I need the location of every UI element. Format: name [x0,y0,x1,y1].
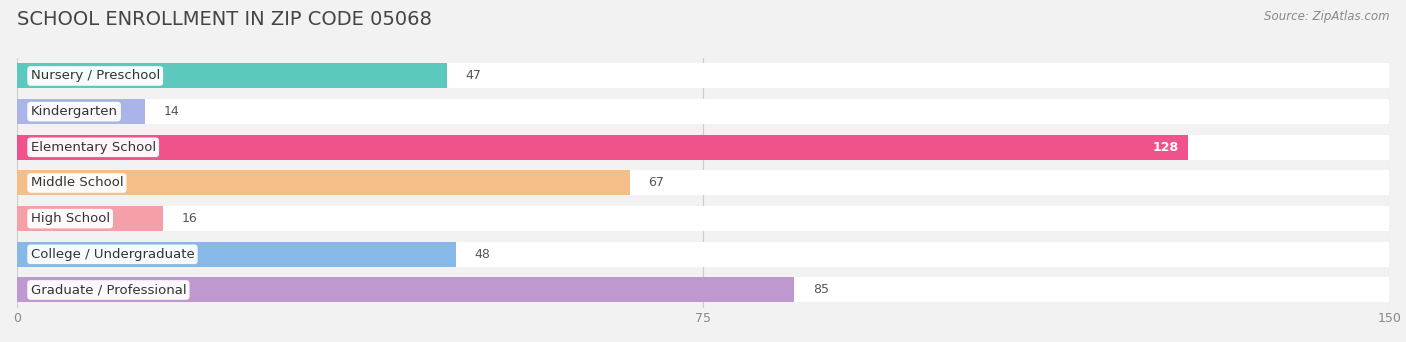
Text: 67: 67 [648,176,664,189]
Bar [17,99,145,124]
Text: College / Undergraduate: College / Undergraduate [31,248,194,261]
Bar [17,64,447,89]
Bar [17,277,794,302]
Bar [17,242,1389,267]
Text: Elementary School: Elementary School [31,141,156,154]
Text: Source: ZipAtlas.com: Source: ZipAtlas.com [1264,10,1389,23]
Bar [17,277,1389,302]
Bar [17,135,1188,160]
Bar [17,206,1389,231]
Text: Nursery / Preschool: Nursery / Preschool [31,69,160,82]
Text: 128: 128 [1153,141,1178,154]
Text: High School: High School [31,212,110,225]
Bar [17,242,456,267]
Text: 85: 85 [813,284,828,297]
Bar [17,64,1389,89]
Text: 47: 47 [465,69,481,82]
Bar [17,99,1389,124]
Text: 48: 48 [474,248,491,261]
Bar [17,135,1389,160]
Text: Middle School: Middle School [31,176,124,189]
Bar [17,171,630,196]
Text: Kindergarten: Kindergarten [31,105,118,118]
Bar [17,171,1389,196]
Bar [17,206,163,231]
Text: Graduate / Professional: Graduate / Professional [31,284,186,297]
Text: SCHOOL ENROLLMENT IN ZIP CODE 05068: SCHOOL ENROLLMENT IN ZIP CODE 05068 [17,10,432,29]
Text: 14: 14 [163,105,179,118]
Text: 16: 16 [181,212,197,225]
